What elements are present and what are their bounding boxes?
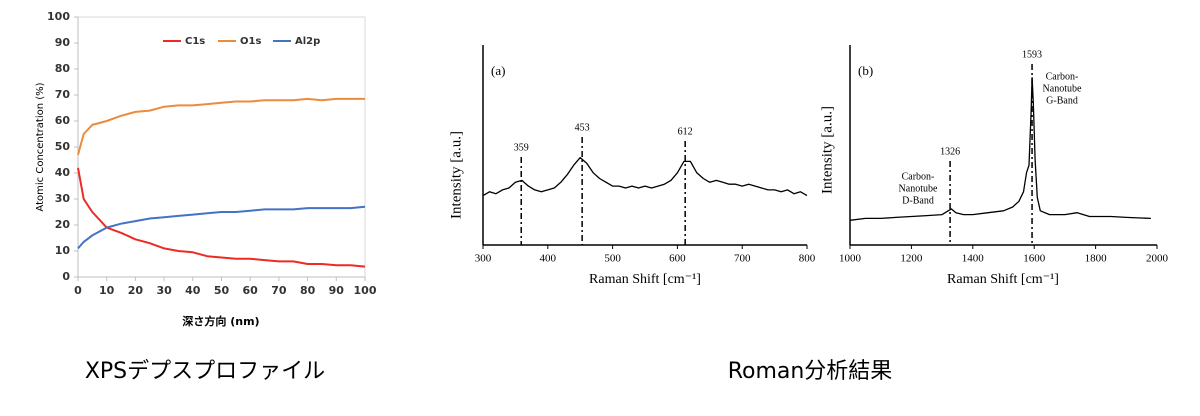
x-tick-label: 600 <box>669 253 686 265</box>
y-axis-label: Atomic Concentration (%) <box>35 82 46 211</box>
line-series <box>482 156 808 197</box>
x-tick-label: 20 <box>128 284 144 297</box>
x-tick-label: 50 <box>214 284 230 297</box>
y-tick-label: 90 <box>55 36 71 49</box>
x-tick-label: 1000 <box>839 253 862 265</box>
panel-label: (b) <box>858 63 873 78</box>
plot-frame <box>77 16 366 278</box>
caption: XPSデプスプロファイル <box>85 359 325 384</box>
x-axis-label: 深さ方向 (nm) <box>182 314 259 328</box>
x-tick-label: 60 <box>243 284 259 297</box>
x-tick-label: 700 <box>734 253 751 265</box>
x-tick-label: 300 <box>475 253 492 265</box>
line-series <box>77 97 365 156</box>
panel-label: (a) <box>491 63 505 78</box>
peak-label: 612 <box>678 126 693 137</box>
y-tick-label: 70 <box>55 88 71 101</box>
annotation: Carbon- <box>902 171 935 182</box>
y-tick-label: 60 <box>55 114 71 127</box>
line-series <box>77 167 366 268</box>
annotation: G-Band <box>1046 95 1078 106</box>
peak-label: 359 <box>514 142 529 153</box>
x-tick-label: 80 <box>300 284 316 297</box>
y-tick-label: 10 <box>55 244 71 257</box>
x-tick-label: 500 <box>604 253 621 265</box>
legend-label: O1s <box>240 36 261 47</box>
y-tick-label: 50 <box>55 140 71 153</box>
annotation: Nanotube <box>899 183 938 194</box>
peak-label: 1326 <box>940 146 960 157</box>
line-series <box>849 77 1151 221</box>
x-tick-label: 1200 <box>900 253 923 265</box>
x-tick-label: 90 <box>329 284 345 297</box>
x-axis-label: Raman Shift [cm⁻¹] <box>947 272 1059 287</box>
x-tick-label: 2000 <box>1146 253 1169 265</box>
x-tick-label: 400 <box>540 253 557 265</box>
y-axis-label: Intensity [a.u.] <box>448 131 464 219</box>
y-tick-label: 0 <box>62 270 70 283</box>
y-tick-label: 20 <box>55 218 71 231</box>
annotation: D-Band <box>902 195 934 206</box>
legend-label: Al2p <box>295 36 320 47</box>
x-tick-label: 70 <box>271 284 287 297</box>
legend-label: C1s <box>185 36 205 47</box>
x-tick-label: 1400 <box>962 253 985 265</box>
x-tick-label: 40 <box>185 284 201 297</box>
peak-label: 1593 <box>1022 49 1042 60</box>
line-series <box>77 205 366 250</box>
y-tick-label: 80 <box>55 62 71 75</box>
x-tick-label: 800 <box>799 253 816 265</box>
x-tick-label: 100 <box>354 284 377 297</box>
y-tick-label: 100 <box>47 10 70 23</box>
x-tick-label: 1800 <box>1085 253 1108 265</box>
annotation: Nanotube <box>1043 83 1082 94</box>
peak-label: 453 <box>575 122 590 133</box>
x-tick-label: 30 <box>156 284 172 297</box>
y-tick-label: 40 <box>55 166 71 179</box>
annotation: Carbon- <box>1046 71 1079 82</box>
y-axis-label: Intensity [a.u.] <box>819 106 835 194</box>
x-tick-label: 0 <box>74 284 82 297</box>
x-tick-label: 1600 <box>1023 253 1046 265</box>
caption: Roman分析結果 <box>728 359 893 384</box>
y-tick-label: 30 <box>55 192 71 205</box>
x-tick-label: 10 <box>99 284 115 297</box>
x-axis-label: Raman Shift [cm⁻¹] <box>589 272 701 287</box>
